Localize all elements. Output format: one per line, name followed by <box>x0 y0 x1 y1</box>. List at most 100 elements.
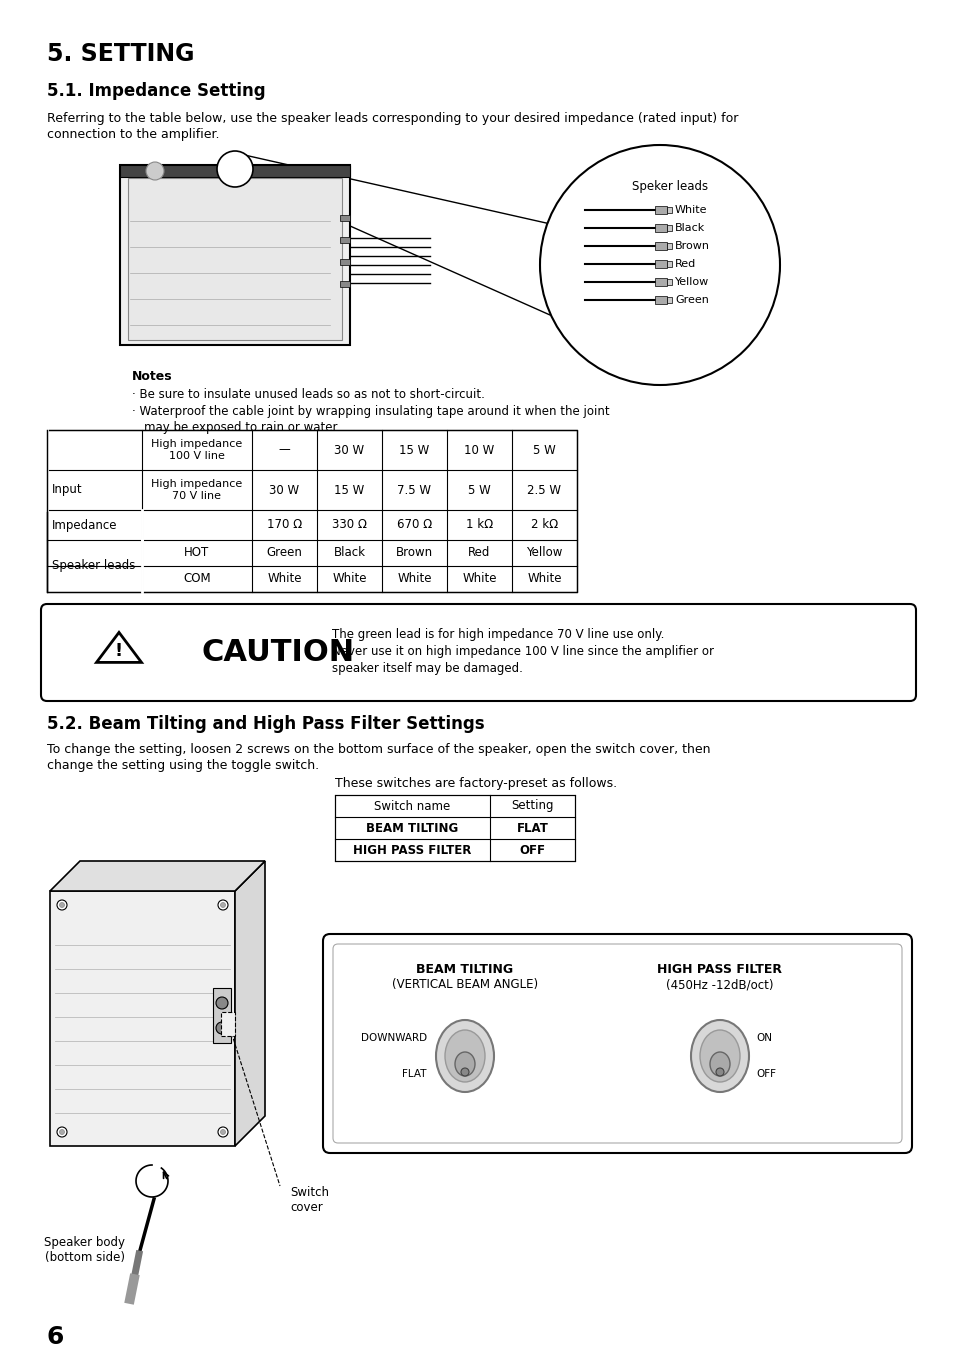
Text: 15 W: 15 W <box>399 444 429 456</box>
Text: speaker itself may be damaged.: speaker itself may be damaged. <box>332 662 522 675</box>
Bar <box>47 431 577 593</box>
Ellipse shape <box>455 1052 475 1076</box>
Polygon shape <box>234 861 265 1146</box>
Text: 5 W: 5 W <box>533 444 556 456</box>
Bar <box>666 297 671 302</box>
Text: High impedance
100 V line: High impedance 100 V line <box>152 439 242 460</box>
Circle shape <box>716 1068 723 1076</box>
Text: 2.5 W: 2.5 W <box>527 483 561 497</box>
Text: White: White <box>675 205 707 215</box>
Text: (VERTICAL BEAM ANGLE): (VERTICAL BEAM ANGLE) <box>392 977 537 991</box>
Text: 30 W: 30 W <box>269 483 299 497</box>
Ellipse shape <box>709 1052 729 1076</box>
Text: 330 Ω: 330 Ω <box>332 518 367 532</box>
Text: BEAM TILTING: BEAM TILTING <box>366 822 458 834</box>
Bar <box>666 261 671 267</box>
Ellipse shape <box>436 1021 494 1092</box>
Circle shape <box>460 1068 469 1076</box>
Bar <box>128 178 341 340</box>
Text: Switch name: Switch name <box>374 799 450 813</box>
Text: Input: Input <box>52 483 83 497</box>
Ellipse shape <box>700 1030 740 1081</box>
Circle shape <box>218 1127 228 1137</box>
Bar <box>221 1012 234 1035</box>
Circle shape <box>146 162 164 180</box>
Text: CAUTION: CAUTION <box>202 639 355 667</box>
Text: Brown: Brown <box>675 242 709 251</box>
Text: Speaker body
(bottom side): Speaker body (bottom side) <box>45 1237 126 1264</box>
Text: · Waterproof the cable joint by wrapping insulating tape around it when the join: · Waterproof the cable joint by wrapping… <box>132 405 609 418</box>
Text: Black: Black <box>675 223 704 234</box>
Text: change the setting using the toggle switch.: change the setting using the toggle swit… <box>47 759 319 772</box>
Circle shape <box>59 1130 65 1134</box>
Text: White: White <box>332 572 366 586</box>
Bar <box>655 224 666 232</box>
Text: BEAM TILTING: BEAM TILTING <box>416 963 513 976</box>
Text: HIGH PASS FILTER: HIGH PASS FILTER <box>353 844 471 856</box>
Text: Setting: Setting <box>511 799 553 813</box>
Text: Speaker leads: Speaker leads <box>52 559 135 572</box>
Bar <box>655 261 666 269</box>
Ellipse shape <box>444 1030 484 1081</box>
Text: 7.5 W: 7.5 W <box>397 483 431 497</box>
Bar <box>339 259 350 265</box>
Text: The green lead is for high impedance 70 V line use only.: The green lead is for high impedance 70 … <box>332 628 663 641</box>
Text: (450Hz -12dB/oct): (450Hz -12dB/oct) <box>665 977 773 991</box>
Bar <box>666 225 671 231</box>
Circle shape <box>59 903 65 907</box>
Text: 5.1. Impedance Setting: 5.1. Impedance Setting <box>47 82 265 100</box>
Text: White: White <box>267 572 301 586</box>
Bar <box>655 296 666 304</box>
Text: —: — <box>278 444 290 456</box>
Text: To change the setting, loosen 2 screws on the bottom surface of the speaker, ope: To change the setting, loosen 2 screws o… <box>47 743 710 756</box>
Text: 170 Ω: 170 Ω <box>267 518 302 532</box>
Text: DOWNWARD: DOWNWARD <box>360 1033 427 1044</box>
Text: COM: COM <box>183 572 211 586</box>
Circle shape <box>230 163 240 174</box>
Text: OFF: OFF <box>519 844 545 856</box>
Text: HIGH PASS FILTER: HIGH PASS FILTER <box>657 963 781 976</box>
Text: White: White <box>396 572 432 586</box>
Bar <box>655 242 666 250</box>
Text: Red: Red <box>675 259 696 269</box>
Bar <box>335 795 575 861</box>
Circle shape <box>216 151 253 188</box>
Circle shape <box>218 900 228 910</box>
Polygon shape <box>50 861 265 891</box>
Bar <box>213 988 231 1044</box>
Text: 30 W: 30 W <box>335 444 364 456</box>
Text: · Be sure to insulate unused leads so as not to short-circuit.: · Be sure to insulate unused leads so as… <box>132 387 484 401</box>
Text: FLAT: FLAT <box>516 822 548 834</box>
Bar <box>339 281 350 288</box>
Bar <box>339 215 350 221</box>
Text: HOT: HOT <box>184 547 210 559</box>
Text: White: White <box>527 572 561 586</box>
Circle shape <box>57 1127 67 1137</box>
Text: 670 Ω: 670 Ω <box>396 518 432 532</box>
Text: FLAT: FLAT <box>402 1069 427 1079</box>
Circle shape <box>221 155 249 184</box>
Text: Red: Red <box>468 547 490 559</box>
Text: Brown: Brown <box>395 547 433 559</box>
Circle shape <box>215 998 228 1008</box>
Text: White: White <box>462 572 497 586</box>
Text: High impedance
70 V line: High impedance 70 V line <box>152 479 242 501</box>
Polygon shape <box>50 891 234 1146</box>
Text: 1 kΩ: 1 kΩ <box>465 518 493 532</box>
Text: 5.2. Beam Tilting and High Pass Filter Settings: 5.2. Beam Tilting and High Pass Filter S… <box>47 716 484 733</box>
Text: Referring to the table below, use the speaker leads corresponding to your desire: Referring to the table below, use the sp… <box>47 112 738 126</box>
Bar <box>339 238 350 243</box>
Bar <box>666 243 671 248</box>
Text: ON: ON <box>755 1033 771 1044</box>
FancyBboxPatch shape <box>323 934 911 1153</box>
Text: Notes: Notes <box>132 370 172 383</box>
Text: may be exposed to rain or water.: may be exposed to rain or water. <box>144 421 340 433</box>
Circle shape <box>215 1022 228 1034</box>
Circle shape <box>57 900 67 910</box>
Text: Impedance: Impedance <box>52 518 117 532</box>
Text: Yellow: Yellow <box>675 277 708 288</box>
Text: 15 W: 15 W <box>334 483 364 497</box>
Bar <box>120 165 350 177</box>
Bar <box>666 207 671 213</box>
Text: Switch
cover: Switch cover <box>290 1187 329 1214</box>
